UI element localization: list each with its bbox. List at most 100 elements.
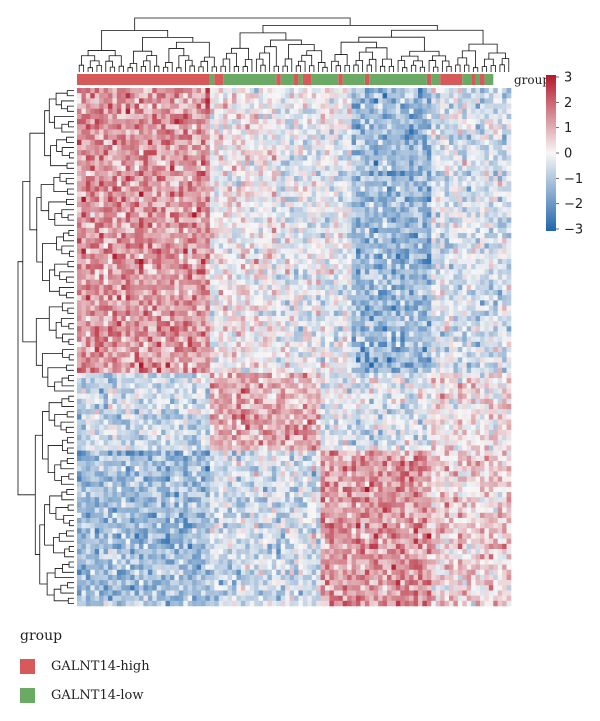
heatmap-cell <box>311 196 317 203</box>
heatmap-cell <box>254 124 259 130</box>
heatmap-cell <box>320 290 326 296</box>
heatmap-cell <box>156 186 162 192</box>
heatmap-cell <box>263 212 268 218</box>
heatmap-cell <box>249 119 255 125</box>
heatmap-cell <box>387 108 392 115</box>
heatmap-cell <box>196 305 202 312</box>
heatmap-cell <box>236 321 242 327</box>
heatmap-cell <box>488 243 494 249</box>
heatmap-cell <box>480 124 485 130</box>
heatmap-cell <box>364 295 370 301</box>
heatmap-cell <box>258 274 264 280</box>
heatmap-cell <box>201 139 206 146</box>
heatmap-cell <box>342 315 348 322</box>
heatmap-cell <box>94 310 100 317</box>
heatmap-cell <box>391 279 397 286</box>
heatmap-cell <box>165 258 171 265</box>
heatmap-cell <box>382 274 388 280</box>
heatmap-cell <box>174 279 180 286</box>
heatmap-cell <box>475 98 481 104</box>
heatmap-cell <box>77 139 82 146</box>
heatmap-cells <box>77 88 512 607</box>
heatmap-cell <box>364 165 370 172</box>
heatmap-cell <box>338 108 344 115</box>
heatmap-cell <box>316 207 321 213</box>
heatmap-cell <box>329 238 335 244</box>
heatmap-cell <box>502 186 507 192</box>
heatmap-cell <box>165 315 171 322</box>
heatmap-cell <box>378 124 383 130</box>
heatmap-cell <box>130 305 135 312</box>
heatmap-cell <box>90 310 96 317</box>
heatmap-cell <box>351 170 357 177</box>
heatmap-cell <box>484 139 490 146</box>
heatmap-cell <box>395 258 401 265</box>
dendrogram-branch <box>54 568 74 578</box>
heatmap-cell <box>125 124 131 130</box>
heatmap-cell <box>134 264 140 270</box>
heatmap-cell <box>449 212 454 218</box>
heatmap-cell <box>320 98 326 104</box>
heatmap-cell <box>267 88 273 94</box>
heatmap-cell <box>232 119 237 125</box>
heatmap-cell <box>196 258 202 265</box>
heatmap-cell <box>369 201 375 208</box>
heatmap-cell <box>325 284 330 291</box>
heatmap-cell <box>77 103 82 110</box>
heatmap-cell <box>165 326 171 332</box>
heatmap-cell <box>409 103 414 110</box>
heatmap-cell <box>147 310 153 317</box>
heatmap-cell <box>81 279 87 286</box>
heatmap-cell <box>205 201 211 208</box>
heatmap-cell <box>116 160 122 166</box>
heatmap-cell <box>471 290 476 296</box>
heatmap-cell <box>338 284 344 291</box>
heatmap-cell <box>466 315 472 322</box>
heatmap-cell <box>400 217 406 223</box>
heatmap-cell <box>187 331 193 337</box>
heatmap-cell <box>205 233 211 239</box>
heatmap-cell <box>223 233 228 239</box>
heatmap-cell <box>240 290 246 296</box>
heatmap-cell <box>356 331 361 337</box>
heatmap-cell <box>356 217 361 223</box>
heatmap-cell <box>258 305 264 312</box>
heatmap-cell <box>94 295 100 301</box>
dendrogram-branch <box>69 250 74 257</box>
heatmap-cell <box>85 300 91 306</box>
heatmap-cell <box>316 129 321 135</box>
heatmap-cell <box>214 290 220 296</box>
heatmap-cell <box>480 93 485 99</box>
heatmap-cell <box>90 300 96 306</box>
heatmap-cell <box>316 155 321 161</box>
heatmap-cell <box>418 295 423 301</box>
heatmap-cell <box>449 165 454 172</box>
heatmap-cell <box>449 238 454 244</box>
heatmap-cell <box>298 212 304 218</box>
heatmap-cell <box>462 139 468 146</box>
heatmap-cell <box>81 310 87 317</box>
heatmap-cell <box>475 88 481 94</box>
heatmap-cell <box>170 336 175 343</box>
heatmap-cell <box>325 279 330 286</box>
heatmap-cell <box>276 93 282 99</box>
heatmap-cell <box>130 264 135 270</box>
heatmap-cell <box>342 321 348 327</box>
column-dendrogram <box>78 17 510 72</box>
heatmap-cell <box>307 227 313 234</box>
heatmap-cell <box>271 238 277 244</box>
heatmap-cell <box>214 139 220 146</box>
heatmap-cell <box>356 295 361 301</box>
heatmap-cell <box>139 103 144 110</box>
heatmap-cell <box>302 222 308 229</box>
heatmap-cell <box>121 233 127 239</box>
heatmap-cell <box>130 258 135 265</box>
heatmap-cell <box>130 176 135 182</box>
heatmap-cell <box>205 160 211 166</box>
heatmap-cell <box>364 238 370 244</box>
heatmap-cell <box>125 227 131 234</box>
heatmap-cell <box>426 93 432 99</box>
heatmap-cell <box>99 191 104 198</box>
heatmap-cell <box>298 274 304 280</box>
heatmap-cell <box>333 113 339 120</box>
